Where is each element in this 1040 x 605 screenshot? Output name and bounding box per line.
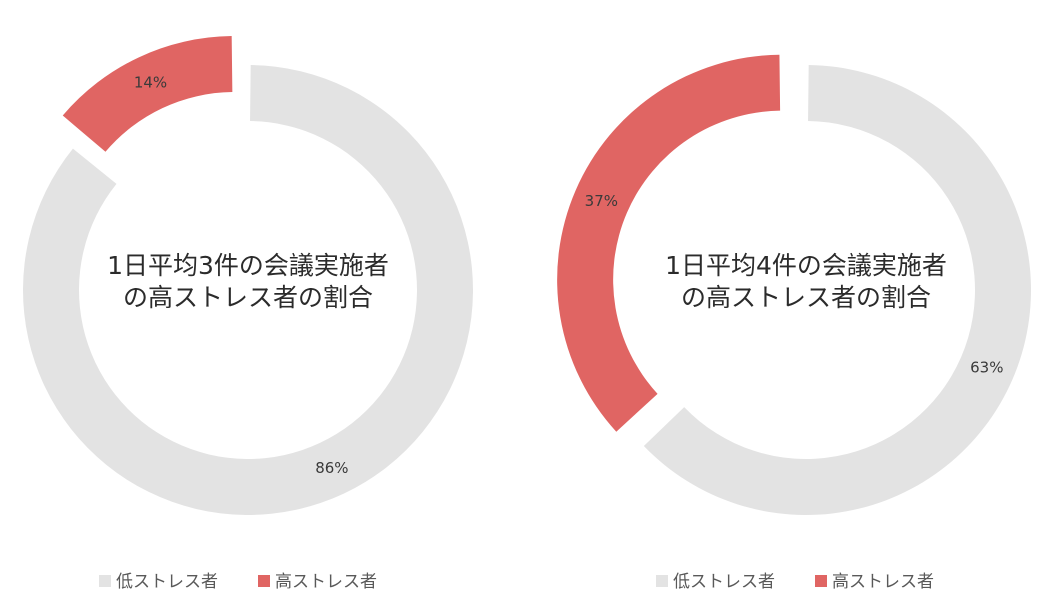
chart-title-line-1: 1日平均4件の会議実施者 <box>665 251 947 280</box>
legend-label-high: 高ストレス者 <box>832 572 934 592</box>
chart-title-line-2: の高ストレス者の割合 <box>123 283 373 312</box>
chart-title-line-1: 1日平均3件の会議実施者 <box>107 251 389 280</box>
slice-high-stress <box>557 54 781 432</box>
data-label-high-stress: 14% <box>134 73 167 91</box>
legend-swatch-low <box>656 575 668 587</box>
data-label-low-stress: 86% <box>315 459 348 477</box>
legend: 低ストレス者 高ストレス者 <box>99 572 377 592</box>
data-label-low-stress: 63% <box>970 359 1003 377</box>
legend-swatch-high <box>815 575 827 587</box>
donut-chart-4-meetings: 63% 37% 1日平均4件の会議実施者 の高ストレス者の割合 低ストレス者 高… <box>557 54 1031 592</box>
legend-label-low: 低ストレス者 <box>673 572 775 592</box>
legend-label-high: 高ストレス者 <box>275 572 377 592</box>
legend-swatch-low <box>99 575 111 587</box>
legend-label-low: 低ストレス者 <box>116 572 218 592</box>
donut-chart-3-meetings: 86% 14% 1日平均3件の会議実施者 の高ストレス者の割合 低ストレス者 高… <box>23 36 474 592</box>
chart-title-line-2: の高ストレス者の割合 <box>681 283 931 312</box>
data-label-high-stress: 37% <box>585 192 618 210</box>
slice-high-stress <box>62 36 233 152</box>
legend: 低ストレス者 高ストレス者 <box>656 572 934 592</box>
slice-low-stress <box>643 65 1031 515</box>
legend-swatch-high <box>258 575 270 587</box>
